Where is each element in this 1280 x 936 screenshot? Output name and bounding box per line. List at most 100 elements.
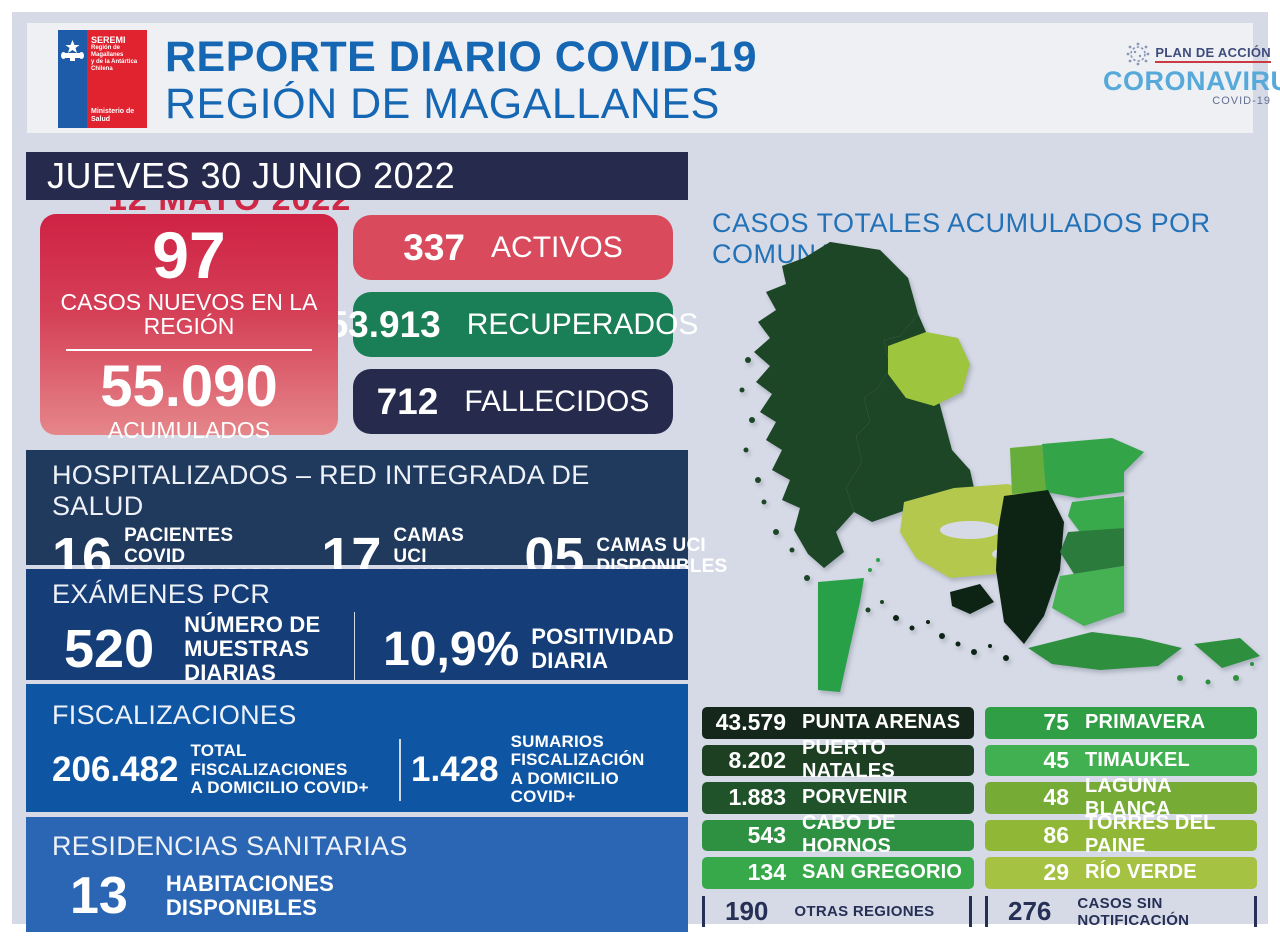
- accumulated-value: 55.090: [100, 354, 278, 419]
- region-line: y de la Antártica: [91, 59, 138, 65]
- residences-section: RESIDENCIAS SANITARIAS 13 HABITACIONES D…: [26, 817, 688, 932]
- stat-label-line: POSITIVIDAD: [531, 624, 674, 650]
- map-antartica: [818, 578, 864, 692]
- map-san-gregorio: [1042, 438, 1144, 498]
- comuna-row-punta-arenas: 43.579 PUNTA ARENAS: [702, 707, 974, 739]
- map-primavera: [1068, 496, 1124, 532]
- new-cases-value: 97: [152, 218, 226, 292]
- comuna-row-puerto-natales: 8.202 PUERTO NATALES: [702, 737, 974, 782]
- stat-label-line: PACIENTES COVID: [124, 525, 234, 567]
- divider-line: [66, 349, 312, 351]
- available-rooms-stat: 13 HABITACIONES DISPONIBLES: [70, 866, 334, 926]
- header-band: SEREMI Región de Magallanes y de la Antá…: [27, 23, 1280, 133]
- ministry-label: SEREMI Región de Magallanes y de la Antá…: [87, 30, 147, 128]
- region-line: Chilena: [91, 66, 113, 72]
- stat-label-line: NÚMERO DE: [184, 612, 321, 638]
- stat-label-line: CAMAS UCI: [596, 535, 706, 557]
- comuna-label: PORVENIR: [802, 786, 908, 809]
- comuna-row-cabo-de-hornos: 543 CABO DE HORNOS: [702, 812, 974, 857]
- stat-label-line: HABITACIONES: [165, 871, 335, 897]
- residences-title: RESIDENCIAS SANITARIAS: [52, 831, 408, 861]
- virus-icon: [1126, 42, 1150, 66]
- stat-label-line: FISCALIZACIÓN: [510, 750, 645, 770]
- stat-label-line: A DOMICILIO COVID+: [510, 768, 619, 807]
- map-torres-del-paine: [888, 332, 970, 406]
- other-regions-label: OTRAS REGIONES: [794, 903, 935, 920]
- map-porvenir: [1060, 528, 1124, 574]
- active-cases-value: 337: [403, 226, 466, 268]
- stat-label-line: DISPONIBLES: [165, 895, 318, 920]
- ministerio-line: Ministerio de: [91, 108, 135, 115]
- divider-line: [353, 612, 356, 686]
- stat-label-line: MUESTRAS DIARIAS: [184, 636, 310, 685]
- other-regions-stat: 190 OTRAS REGIONES: [702, 896, 972, 927]
- comuna-label: TIMAUKEL: [1085, 748, 1190, 771]
- comuna-column-left: 43.579 PUNTA ARENAS 8.202 PUERTO NATALES…: [702, 707, 974, 889]
- comuna-value: 29: [1043, 859, 1069, 886]
- comuna-row-rio-verde: 29 RÍO VERDE: [985, 857, 1257, 889]
- recovered-pill: 53.913 RECUPERADOS: [328, 292, 698, 357]
- magallanes-region-map: [739, 242, 1260, 692]
- daily-samples-stat: 520 NÚMERO DE MUESTRAS DIARIAS: [64, 613, 326, 684]
- comuna-label: PUNTA ARENAS: [802, 711, 961, 734]
- comuna-label: TORRES DEL PAINE: [1085, 812, 1216, 858]
- comuna-label: SAN GREGORIO: [802, 861, 963, 884]
- map-timaukel: [1052, 566, 1124, 626]
- comuna-row-primavera: 75 PRIMAVERA: [985, 707, 1257, 739]
- new-cases-card: 97 CASOS NUEVOS EN LA REGIÓN 55.090 ACUM…: [40, 214, 338, 443]
- stat-label-line: CAMAS UCI: [393, 525, 465, 567]
- comuna-row-torres-del-paine: 86 TORRES DEL PAINE: [985, 812, 1257, 857]
- hospitalized-section: HOSPITALIZADOS – RED INTEGRADA DE SALUD …: [26, 450, 727, 587]
- chile-coat-of-arms: [58, 30, 87, 128]
- positivity-stat: 10,9% POSITIVIDAD DIARIA: [383, 622, 674, 677]
- hospitalized-title: HOSPITALIZADOS – RED INTEGRADA DE SALUD: [52, 460, 590, 521]
- other-regions-value: 190: [725, 896, 769, 926]
- comuna-label: PUERTO NATALES: [802, 737, 895, 783]
- deceased-pill: 712 FALLECIDOS: [353, 369, 673, 434]
- comuna-label: RÍO VERDE: [1085, 861, 1197, 884]
- plan-de-accion-logo: PLAN DE ACCIÓN CORONAVIRUS COVID-19: [1103, 41, 1280, 107]
- deceased-value: 712: [376, 380, 439, 422]
- comuna-value: 45: [1043, 746, 1069, 773]
- region-line: Región de Magallanes: [91, 45, 124, 58]
- recovered-label: RECUPERADOS: [466, 307, 699, 341]
- stat-label-line: DIARIA: [531, 648, 609, 673]
- comuna-row-timaukel: 45 TIMAUKEL: [985, 744, 1257, 776]
- stat-label-line: SUMARIOS: [510, 732, 604, 751]
- map-cabo-de-hornos: [1028, 632, 1260, 685]
- report-title-line1: REPORTE DIARIO COVID-19: [165, 33, 758, 81]
- comuna-row-san-gregorio: 134 SAN GREGORIO: [702, 857, 974, 889]
- stat-value: 10,9%: [383, 622, 520, 676]
- comuna-section-title: CASOS TOTALES ACUMULADOS POR COMUNA: [712, 208, 1211, 269]
- comuna-column-right: 75 PRIMAVERA 45 TIMAUKEL 48 LAGUNA BLANC…: [985, 707, 1257, 889]
- map-water-skyring: [940, 521, 1000, 539]
- map-natales-coast: [754, 242, 918, 568]
- unnotified-cases-label: CASOS SIN NOTIFICACIÓN: [1077, 894, 1190, 929]
- pcr-title: EXÁMENES PCR: [52, 579, 271, 609]
- stat-value: 13: [70, 867, 128, 925]
- unnotified-cases-stat: 276 CASOS SIN NOTIFICACIÓN: [985, 894, 1257, 929]
- inspections-section: FISCALIZACIONES 206.482 TOTAL FISCALIZAC…: [26, 684, 688, 812]
- comuna-value: 1.883: [728, 784, 786, 811]
- report-title: REPORTE DIARIO COVID-19 REGIÓN DE MAGALL…: [165, 34, 757, 128]
- comuna-value: 75: [1043, 709, 1069, 736]
- map-islets-antartica: [868, 558, 880, 572]
- unnotified-cases-value: 276: [1008, 896, 1052, 926]
- covid19-subtext: COVID-19: [1212, 95, 1271, 107]
- comuna-label: LAGUNA BLANCA: [1085, 774, 1172, 820]
- stat-label-line: A DOMICILIO COVID+: [190, 777, 369, 797]
- divider-line: [399, 738, 402, 801]
- comuna-value: 43.579: [715, 709, 786, 736]
- recovered-value: 53.913: [327, 303, 441, 345]
- stat-value: 1.428: [411, 749, 499, 789]
- comuna-value: 134: [747, 859, 786, 886]
- coronavirus-wordmark: CORONAVIRUS: [1103, 66, 1280, 96]
- stat-value: 206.482: [52, 749, 179, 789]
- comuna-value: 8.202: [728, 746, 786, 773]
- stat-value: 520: [64, 619, 155, 679]
- seremi-logo: SEREMI Región de Magallanes y de la Antá…: [58, 30, 147, 128]
- deceased-label: FALLECIDOS: [464, 384, 650, 418]
- ministerio-line: Salud: [91, 116, 111, 123]
- comuna-row-laguna-blanca: 48 LAGUNA BLANCA: [985, 775, 1257, 820]
